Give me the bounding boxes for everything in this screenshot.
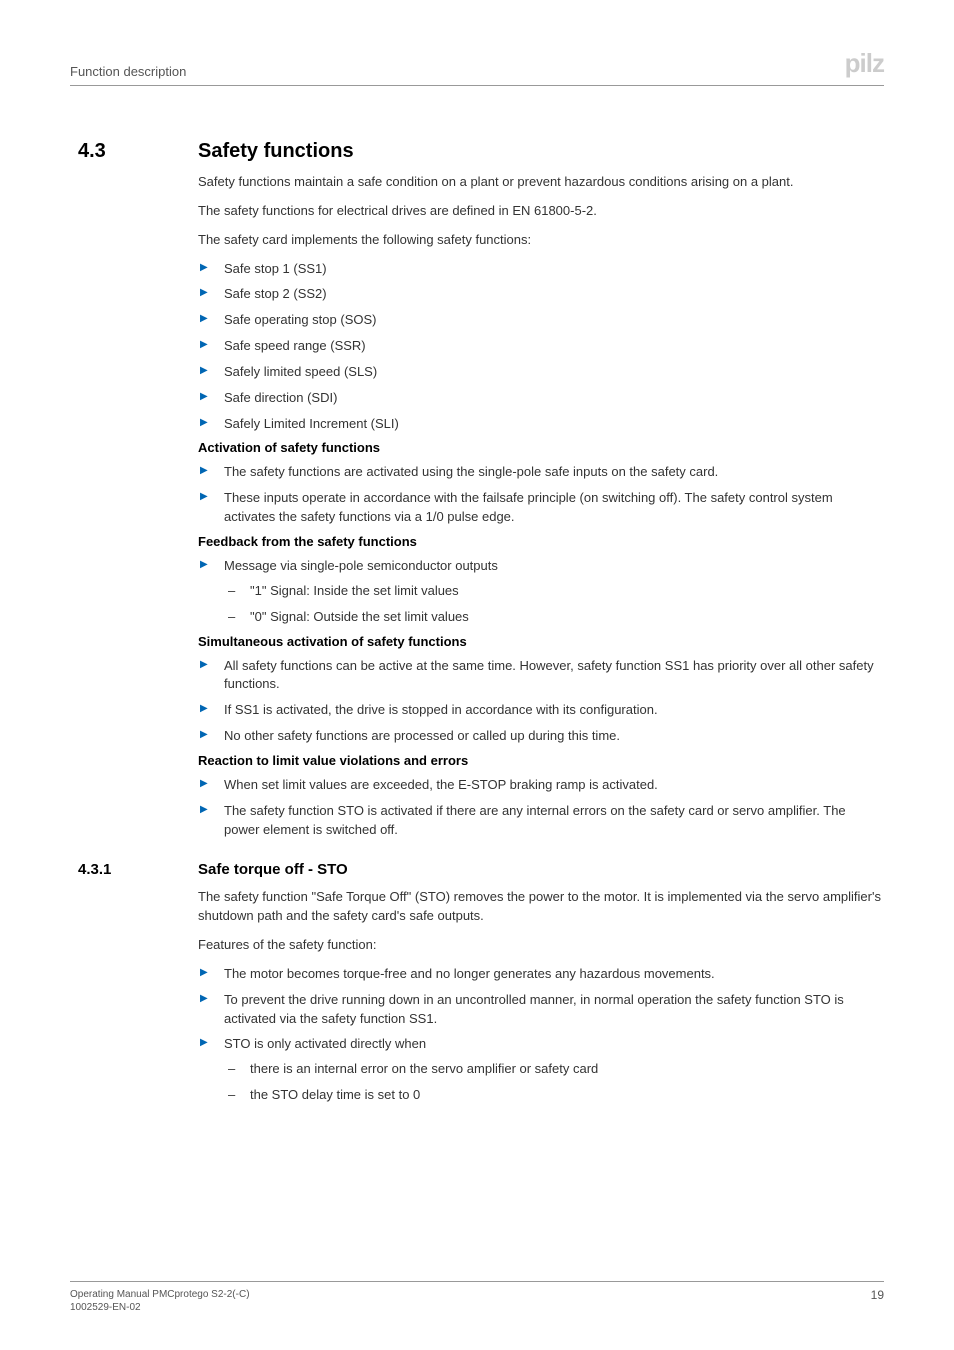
simultaneous-heading: Simultaneous activation of safety functi… [198,634,884,649]
list-item: Message via single-pole semiconductor ou… [198,557,884,627]
list-item: All safety functions can be active at th… [198,657,884,695]
sto-feature-3-sublist: there is an internal error on the servo … [224,1060,884,1105]
activation-list: The safety functions are activated using… [198,463,884,527]
list-item: Safe stop 2 (SS2) [198,285,884,304]
list-item: the STO delay time is set to 0 [224,1086,884,1105]
section-body: Safety functions maintain a safe conditi… [198,173,884,839]
feedback-item-text: Message via single-pole semiconductor ou… [224,558,498,573]
page-header: Function description pilz [70,48,884,86]
brand-logo: pilz [845,48,884,79]
sto-features-label: Features of the safety function: [198,936,884,955]
list-item: there is an internal error on the servo … [224,1060,884,1079]
footer-line1: Operating Manual PMCprotego S2-2(-C) [70,1289,250,1300]
footer-doc-info: Operating Manual PMCprotego S2-2(-C) 100… [70,1288,250,1314]
sto-intro: The safety function "Safe Torque Off" (S… [198,888,884,926]
list-item: No other safety functions are processed … [198,727,884,746]
list-item: Safe operating stop (SOS) [198,311,884,330]
feedback-list: Message via single-pole semiconductor ou… [198,557,884,627]
list-item: Safe speed range (SSR) [198,337,884,356]
footer-page-number: 19 [871,1288,884,1302]
subsection-title: Safe torque off - STO [198,861,348,878]
list-item: The safety function STO is activated if … [198,802,884,840]
list-item: When set limit values are exceeded, the … [198,776,884,795]
intro-para-1: Safety functions maintain a safe conditi… [198,173,884,192]
intro-para-3: The safety card implements the following… [198,231,884,250]
list-item: "0" Signal: Outside the set limit values [224,608,884,627]
section-number: 4.3 [78,140,198,163]
subsection-number: 4.3.1 [78,861,198,878]
list-item: Safely limited speed (SLS) [198,363,884,382]
list-item: Safe stop 1 (SS1) [198,260,884,279]
list-item: To prevent the drive running down in an … [198,991,884,1029]
list-item: The safety functions are activated using… [198,463,884,482]
list-item: If SS1 is activated, the drive is stoppe… [198,701,884,720]
sto-feature-3-text: STO is only activated directly when [224,1036,426,1051]
list-item: "1" Signal: Inside the set limit values [224,582,884,601]
list-item: These inputs operate in accordance with … [198,489,884,527]
safety-functions-list: Safe stop 1 (SS1) Safe stop 2 (SS2) Safe… [198,260,884,434]
page-footer: Operating Manual PMCprotego S2-2(-C) 100… [70,1281,884,1314]
sto-features-list: The motor becomes torque-free and no lon… [198,965,884,1105]
reaction-list: When set limit values are exceeded, the … [198,776,884,840]
list-item: STO is only activated directly when ther… [198,1035,884,1105]
intro-para-2: The safety functions for electrical driv… [198,202,884,221]
list-item: Safe direction (SDI) [198,389,884,408]
subsection-heading-row: 4.3.1 Safe torque off - STO [78,861,884,878]
footer-line2: 1002529-EN-02 [70,1302,141,1313]
activation-heading: Activation of safety functions [198,440,884,455]
list-item: The motor becomes torque-free and no lon… [198,965,884,984]
simultaneous-list: All safety functions can be active at th… [198,657,884,746]
list-item: Safely Limited Increment (SLI) [198,415,884,434]
feedback-heading: Feedback from the safety functions [198,534,884,549]
header-section-label: Function description [70,64,186,79]
feedback-sublist: "1" Signal: Inside the set limit values … [224,582,884,627]
section-heading-row: 4.3 Safety functions [78,140,884,163]
reaction-heading: Reaction to limit value violations and e… [198,753,884,768]
subsection-body: The safety function "Safe Torque Off" (S… [198,888,884,1105]
section-title: Safety functions [198,140,354,163]
main-content: 4.3 Safety functions Safety functions ma… [70,140,884,1105]
